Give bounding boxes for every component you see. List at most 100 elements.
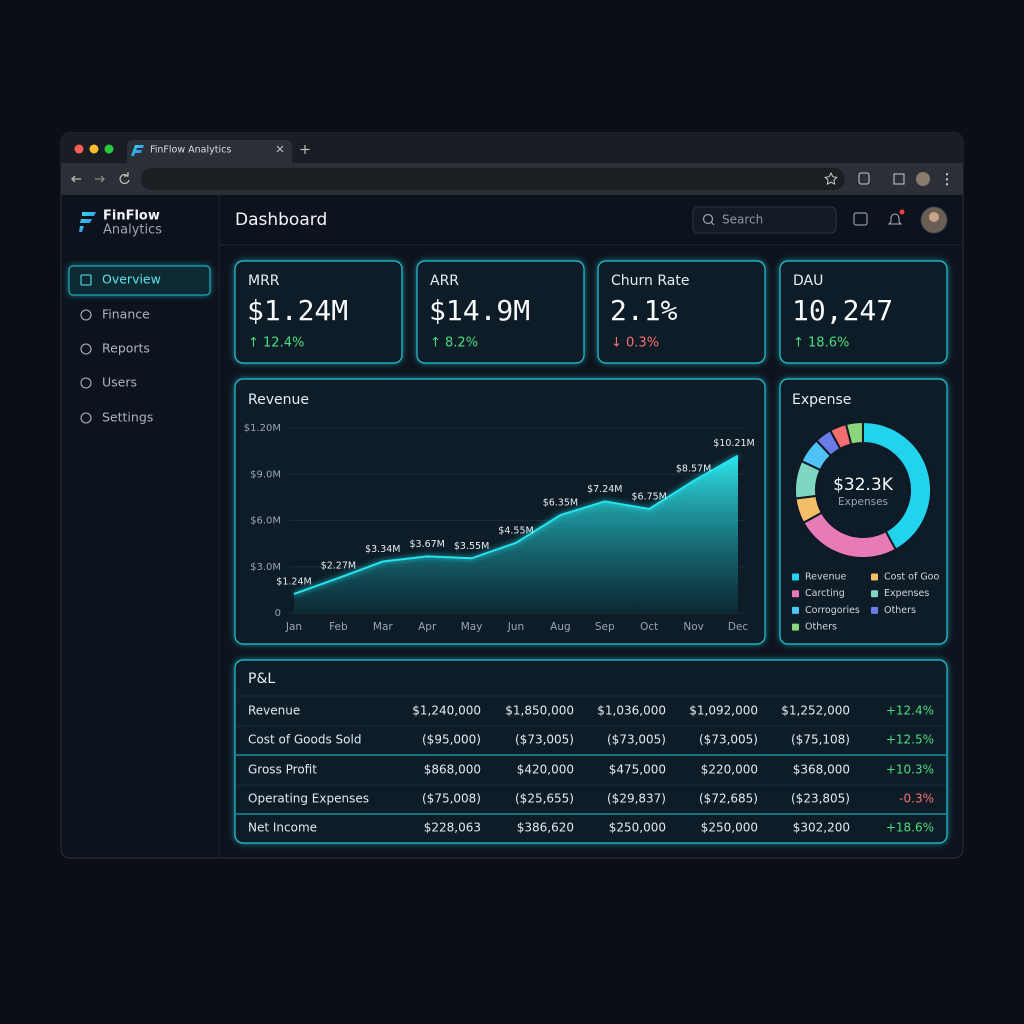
table-cell: $1,092,000 bbox=[689, 704, 758, 718]
kpi-label: MRR bbox=[248, 273, 280, 289]
kpi-label: ARR bbox=[430, 273, 459, 289]
table-cell: +10.3% bbox=[886, 763, 934, 777]
brand: FinFlow bbox=[103, 209, 160, 224]
legend-swatch bbox=[792, 590, 799, 598]
notifications-icon[interactable] bbox=[887, 213, 903, 225]
table-cell: ($95,000) bbox=[422, 733, 481, 747]
card bbox=[234, 659, 948, 844]
window-control[interactable] bbox=[104, 144, 114, 154]
legend-label: Carcting bbox=[805, 588, 845, 599]
data-label: $4.55M bbox=[498, 525, 533, 536]
table-cell: $420,000 bbox=[517, 763, 574, 777]
table-cell: +12.5% bbox=[886, 733, 934, 747]
reload-button[interactable] bbox=[119, 172, 130, 185]
address-bar[interactable] bbox=[141, 168, 845, 190]
table-cell: ($75,008) bbox=[422, 792, 481, 806]
browser-tab[interactable] bbox=[127, 140, 292, 163]
legend-label: Others bbox=[805, 622, 837, 633]
chart-title: Revenue bbox=[248, 392, 309, 408]
y-tick-label: $3.0M bbox=[250, 562, 281, 573]
tab-favicon bbox=[131, 145, 144, 156]
kpi-value: 2.1% bbox=[610, 294, 678, 327]
y-tick-label: $9.0M bbox=[250, 469, 281, 480]
table-cell: ($73,005) bbox=[699, 733, 758, 747]
data-label: $3.67M bbox=[409, 539, 444, 550]
messages-icon[interactable] bbox=[853, 212, 868, 226]
table-cell: ($23,805) bbox=[791, 792, 850, 806]
table-cell: Gross Profit bbox=[248, 763, 317, 777]
x-tick-label: Sep bbox=[595, 621, 615, 633]
data-label: $2.27M bbox=[321, 561, 356, 572]
x-tick-label: Nov bbox=[683, 621, 704, 633]
avatar-face bbox=[929, 212, 939, 222]
nav-item[interactable]: Settings bbox=[102, 410, 153, 425]
new-tab[interactable] bbox=[300, 145, 310, 154]
x-tick-label: Mar bbox=[373, 621, 393, 633]
card bbox=[416, 260, 585, 364]
window-control[interactable] bbox=[74, 144, 84, 154]
search-box[interactable] bbox=[692, 206, 837, 234]
nav-item[interactable]: Users bbox=[102, 375, 137, 390]
card bbox=[234, 260, 403, 364]
table-cell: ($25,655) bbox=[515, 792, 574, 806]
kpi-change: ↑ 12.4% bbox=[248, 336, 304, 351]
forward-button[interactable] bbox=[95, 175, 105, 183]
table-cell: Cost of Goods Sold bbox=[248, 733, 361, 747]
profile[interactable] bbox=[916, 172, 930, 186]
window-control[interactable] bbox=[89, 144, 99, 154]
kpi-label: Churn Rate bbox=[611, 273, 689, 289]
table-cell: $1,850,000 bbox=[505, 704, 574, 718]
legend-label: Others bbox=[884, 605, 916, 616]
back-button[interactable] bbox=[71, 175, 81, 183]
tab-close[interactable] bbox=[276, 145, 284, 153]
x-tick-label: Feb bbox=[329, 621, 348, 633]
table-cell: $1,240,000 bbox=[412, 704, 481, 718]
kpi-change: ↑ 18.6% bbox=[793, 336, 849, 351]
nav-icon bbox=[80, 309, 92, 321]
table-cell: $302,200 bbox=[793, 821, 850, 835]
logo bbox=[79, 212, 96, 232]
nav-item[interactable]: Finance bbox=[102, 307, 150, 322]
y-tick-label: $6.0M bbox=[250, 516, 281, 527]
table-cell: ($72,685) bbox=[699, 792, 758, 806]
kpi-value: 10,247 bbox=[792, 294, 893, 327]
donut-center-label: Expenses bbox=[838, 496, 888, 508]
data-label: $6.75M bbox=[631, 491, 666, 502]
table-cell: ($73,005) bbox=[515, 733, 574, 747]
extensions[interactable] bbox=[858, 172, 870, 185]
legend-swatch bbox=[871, 573, 878, 581]
table-cell: $475,000 bbox=[609, 763, 666, 777]
legend-label: Cost of Goo bbox=[884, 572, 939, 583]
legend-label: Revenue bbox=[805, 572, 847, 583]
table-cell: $228,063 bbox=[424, 821, 481, 835]
sidepanel[interactable] bbox=[893, 173, 905, 185]
data-label: $1.24M bbox=[276, 576, 311, 587]
table-cell: +12.4% bbox=[886, 704, 934, 718]
donut-segment bbox=[844, 420, 864, 446]
card bbox=[779, 260, 948, 364]
x-tick-label: Apr bbox=[418, 621, 437, 633]
nav-icon bbox=[80, 274, 92, 286]
nav-item[interactable]: Reports bbox=[102, 341, 150, 356]
table-cell: ($73,005) bbox=[607, 733, 666, 747]
bookmark-star[interactable] bbox=[824, 171, 838, 186]
data-label: $6.35M bbox=[543, 498, 578, 509]
y-tick-label: $1.20M bbox=[244, 423, 281, 434]
chart-title: Expense bbox=[792, 392, 851, 408]
kpi-change: ↓ 0.3% bbox=[611, 336, 659, 351]
table-cell: $1,252,000 bbox=[781, 704, 850, 718]
table-cell: +18.6% bbox=[886, 821, 934, 835]
table-cell: Operating Expenses bbox=[248, 792, 369, 806]
table-cell: $386,620 bbox=[517, 821, 574, 835]
search-icon bbox=[710, 221, 715, 226]
kpi-value: $14.9M bbox=[429, 294, 530, 327]
data-label: $8.57M bbox=[676, 463, 711, 474]
legend-label: Corrogories bbox=[805, 605, 860, 616]
data-label: $7.24M bbox=[587, 484, 622, 495]
y-tick-label: 0 bbox=[275, 608, 281, 619]
data-label: $3.34M bbox=[365, 544, 400, 555]
nav-item[interactable]: Overview bbox=[102, 272, 161, 287]
table-cell: ($75,108) bbox=[791, 733, 850, 747]
tab-title: FinFlow Analytics bbox=[150, 145, 231, 156]
table-cell: $250,000 bbox=[701, 821, 758, 835]
